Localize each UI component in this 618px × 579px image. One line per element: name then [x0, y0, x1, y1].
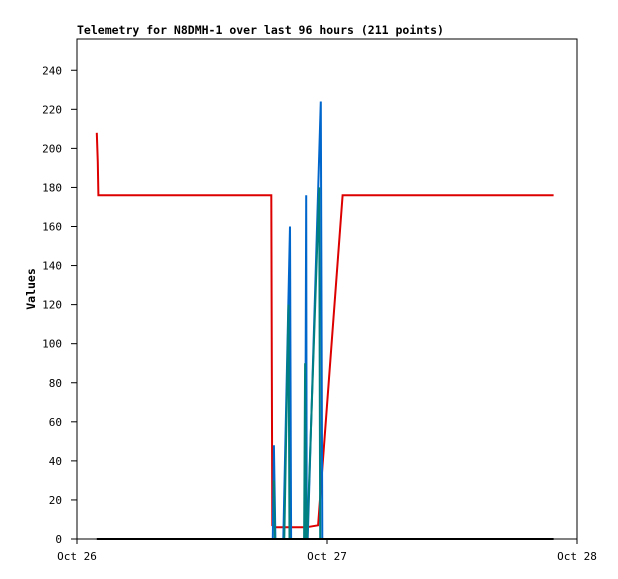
y-tick-label-2: 40 [49, 455, 62, 468]
x-tick-label-2: Oct 28 [557, 550, 597, 563]
y-tick-label-12: 240 [42, 64, 62, 77]
x-tick-label-0: Oct 26 [57, 550, 97, 563]
y-tick-label-5: 100 [42, 338, 62, 351]
y-tick-label-9: 180 [42, 181, 62, 194]
chart-title: Telemetry for N8DMH-1 over last 96 hours… [77, 23, 444, 37]
y-tick-label-11: 220 [42, 103, 62, 116]
y-axis-label: Values [24, 268, 38, 310]
y-tick-label-10: 200 [42, 142, 62, 155]
y-tick-label-1: 20 [49, 494, 62, 507]
y-tick-label-3: 60 [49, 416, 62, 429]
y-tick-label-8: 160 [42, 221, 62, 234]
y-tick-label-7: 140 [42, 260, 62, 273]
y-tick-label-6: 120 [42, 299, 62, 312]
y-tick-label-0: 0 [55, 533, 62, 546]
x-tick-label-1: Oct 27 [307, 550, 347, 563]
plot-frame [76, 38, 578, 540]
y-tick-label-4: 80 [49, 377, 62, 390]
